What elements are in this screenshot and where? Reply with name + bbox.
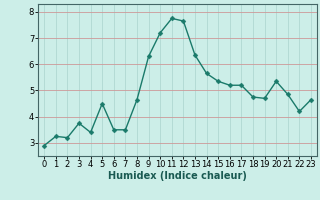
X-axis label: Humidex (Indice chaleur): Humidex (Indice chaleur): [108, 171, 247, 181]
